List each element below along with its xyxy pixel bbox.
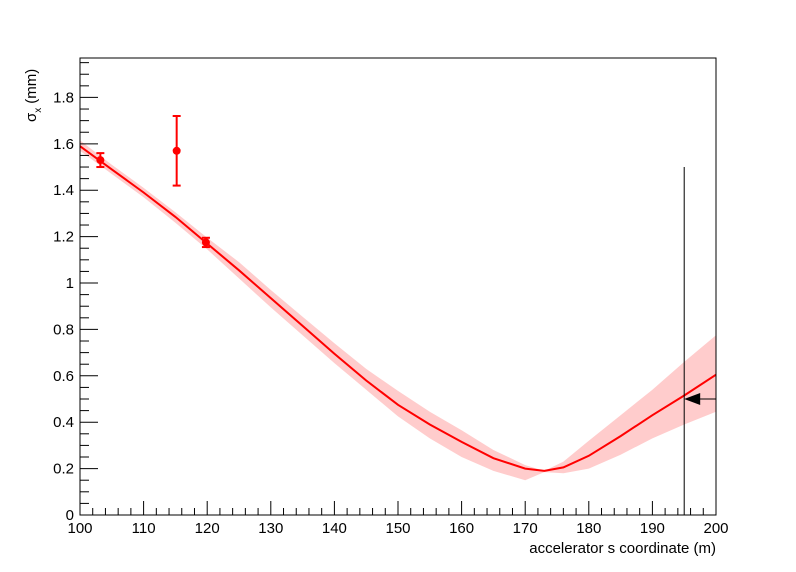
axis-layer: 100 110 120 130 140 150 160 170 180 190 200 0 0.2 0.4… (53, 62, 729, 537)
y-axis-title: σx (mm) (23, 69, 44, 122)
y-tick-label-0: 0 (66, 507, 74, 524)
y-tick-label-7: 1.4 (53, 182, 74, 199)
fit-curve (79, 145, 717, 472)
error-band-layer (80, 140, 716, 481)
measurement-layer (96, 114, 210, 249)
x-tick-label-7: 170 (513, 520, 538, 537)
x-tick-label-6: 160 (449, 520, 474, 537)
error-band (80, 140, 716, 481)
y-tick-label-4: 0.8 (53, 321, 74, 338)
fit-curve-layer (79, 145, 717, 472)
x-tick-label-1: 110 (132, 520, 156, 537)
y-tick-label-8: 1.6 (53, 136, 74, 153)
marker-layer (683, 167, 716, 515)
x-tick-label-10: 200 (703, 520, 728, 537)
y-axis-title-unit: (mm) (23, 69, 40, 104)
y-tick-label-1: 0.2 (53, 461, 74, 478)
measurement-point-2 (201, 238, 210, 247)
x-tick-label-8: 180 (576, 520, 601, 537)
y-tick-label-3: 0.6 (53, 368, 74, 385)
measurement-point-0 (96, 156, 105, 165)
x-tick-label-4: 140 (322, 520, 347, 537)
y-axis-title-symbol: σ (23, 112, 40, 122)
y-tick-label-5: 1 (66, 275, 74, 292)
y-tick-label-2: 0.4 (53, 414, 74, 431)
x-tick-label-5: 150 (385, 520, 410, 537)
measurement-point-1 (172, 146, 181, 155)
arrow-head (684, 393, 701, 406)
x-axis-title: accelerator s coordinate (m) (529, 540, 716, 557)
x-tick-label-3: 130 (258, 520, 283, 537)
x-tick-label-2: 120 (195, 520, 220, 537)
x-tick-label-0: 100 (67, 520, 92, 537)
x-tick-label-9: 190 (640, 520, 665, 537)
y-axis-title-subscript: x (33, 108, 44, 113)
y-tick-label-6: 1.2 (53, 229, 74, 246)
y-tick-label-9: 1.8 (53, 89, 74, 106)
